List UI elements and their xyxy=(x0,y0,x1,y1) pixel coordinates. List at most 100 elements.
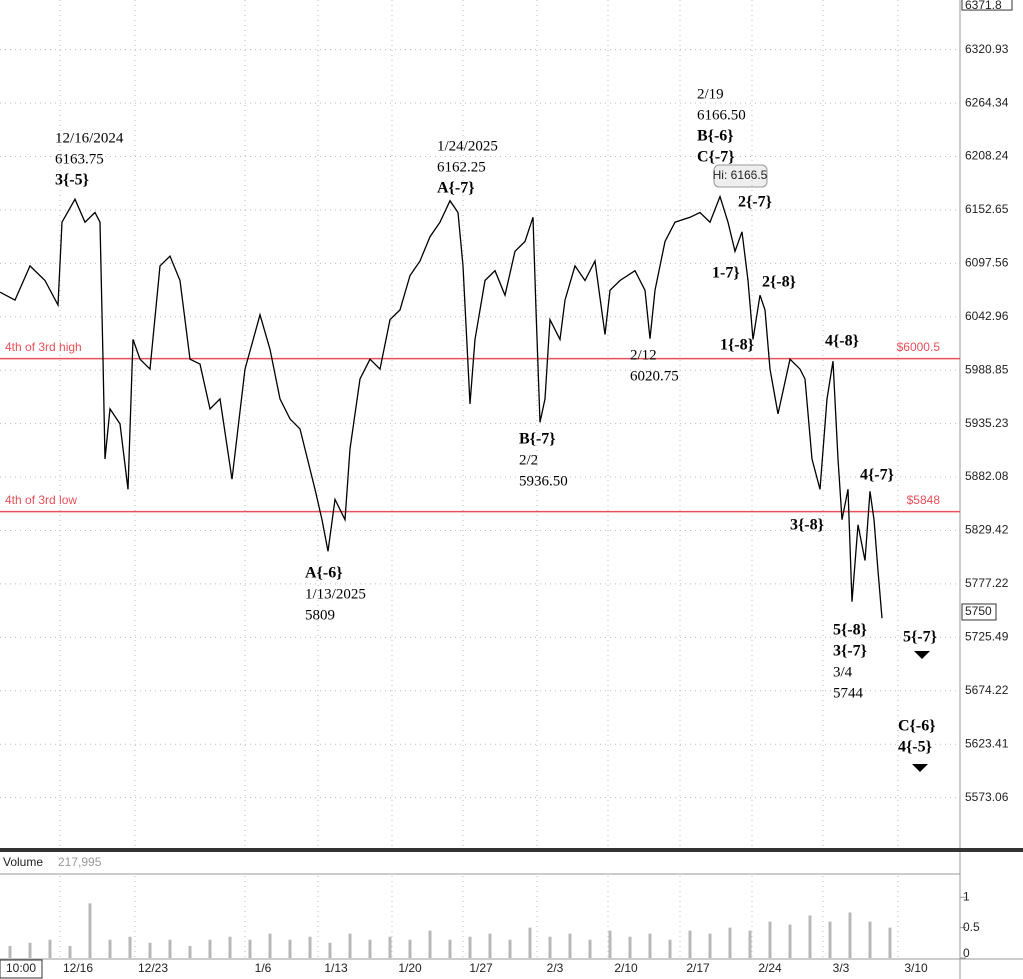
volume-bar xyxy=(768,921,772,958)
volume-bar xyxy=(788,924,792,958)
target-marker xyxy=(912,764,928,772)
volume-bar xyxy=(8,945,12,958)
annotation: 1/24/2025 xyxy=(437,138,498,154)
volume-bar xyxy=(168,939,172,958)
volume-bar xyxy=(808,915,812,958)
y-tick-label: 5829.42 xyxy=(965,523,1009,537)
annotation: 3{-7} xyxy=(833,643,867,660)
volume-bar xyxy=(468,936,472,958)
volume-bar xyxy=(448,939,452,958)
volume-bar xyxy=(188,945,192,958)
annotation: C{-7} xyxy=(697,149,735,166)
y-tick-label: 5623.41 xyxy=(965,736,1009,750)
volume-bar xyxy=(108,939,112,958)
annotation: A{-7} xyxy=(437,180,475,197)
volume-bar xyxy=(288,939,292,958)
x-tick-label: 3/10 xyxy=(904,961,928,975)
volume-bar xyxy=(88,903,92,958)
annotation: 1-7} xyxy=(712,265,740,282)
y-tick-label: 5935.23 xyxy=(965,416,1009,430)
annotation: 5{-7} xyxy=(903,629,937,646)
y-tick-label: 5725.49 xyxy=(965,630,1009,644)
y-tick-label: 6152.65 xyxy=(965,202,1009,216)
volume-bar xyxy=(888,927,892,958)
annotation: 5936.50 xyxy=(519,473,568,489)
annotation: 6162.25 xyxy=(437,159,486,175)
volume-bar xyxy=(368,939,372,958)
tooltip: Hi: 6166.5 xyxy=(713,168,768,182)
level-label: 4th of 3rd low xyxy=(5,493,77,507)
level-value-label: $6000.5 xyxy=(897,340,941,354)
volume-bar xyxy=(308,936,312,958)
volume-bar xyxy=(568,933,572,958)
volume-bar xyxy=(388,936,392,958)
volume-bar xyxy=(868,921,872,958)
volume-bar xyxy=(628,936,632,958)
annotation: 2{-7} xyxy=(738,194,772,211)
cursor-box xyxy=(0,959,43,979)
volume-tick-label: 0.5 xyxy=(963,920,980,934)
annotation: 3{-8} xyxy=(790,517,824,534)
x-tick-label: 2/24 xyxy=(758,961,782,975)
annotation: 4{-8} xyxy=(825,333,859,350)
volume-bar xyxy=(328,942,332,958)
y-tick-label: 6371.8 xyxy=(965,0,1002,12)
y-tick-label: 6264.34 xyxy=(965,95,1009,109)
x-tick-label: 12/23 xyxy=(138,961,168,975)
y-tick-label: 5674.22 xyxy=(965,683,1009,697)
y-tick-label: 6208.24 xyxy=(965,149,1009,163)
volume-bar xyxy=(48,939,52,958)
annotation: A{-6} xyxy=(305,565,343,582)
volume-bar xyxy=(28,942,32,958)
volume-bar xyxy=(588,939,592,958)
annotation: C{-6} xyxy=(898,718,936,735)
annotation: 6166.50 xyxy=(697,107,746,123)
annotation: B{-7} xyxy=(519,431,556,448)
last-price-label: 5750 xyxy=(965,604,992,618)
volume-bar xyxy=(668,939,672,958)
volume-bar xyxy=(548,936,552,958)
volume-bar xyxy=(148,942,152,958)
volume-bar xyxy=(648,933,652,958)
x-tick-label: 12/16 xyxy=(63,961,93,975)
volume-bar xyxy=(208,939,212,958)
annotation: 2/19 xyxy=(697,86,724,102)
x-tick-label: 1/27 xyxy=(469,961,493,975)
annotation: B{-6} xyxy=(697,128,734,145)
x-tick-label: 3/3 xyxy=(833,961,850,975)
x-tick-label: 2/10 xyxy=(614,961,638,975)
volume-bar xyxy=(528,927,532,958)
x-tick-label: 1/6 xyxy=(255,961,272,975)
level-value-label: $5848 xyxy=(907,493,941,507)
annotation: 4{-5} xyxy=(898,739,932,756)
volume-bar xyxy=(608,930,612,958)
annotation: 5{-8} xyxy=(833,622,867,639)
volume-tick-label: 0 xyxy=(963,946,970,960)
x-tick-label: 1/20 xyxy=(398,961,422,975)
volume-bar xyxy=(128,936,132,958)
volume-bar xyxy=(488,933,492,958)
y-tick-label: 6042.96 xyxy=(965,309,1009,323)
annotation: 6163.75 xyxy=(55,151,104,167)
y-tick-label: 5882.08 xyxy=(965,469,1009,483)
price-line xyxy=(0,194,883,619)
tooltip-box xyxy=(713,164,768,188)
x-tick-label: 1/13 xyxy=(324,961,348,975)
volume-bar xyxy=(408,939,412,958)
x-tick-label: 2/17 xyxy=(686,961,710,975)
volume-bar xyxy=(688,930,692,958)
cursor-time: 10:00 xyxy=(6,961,36,975)
annotation: 1/13/2025 xyxy=(305,586,366,602)
y-tick-label: 5988.85 xyxy=(965,362,1009,376)
annotation: 5809 xyxy=(305,607,335,623)
target-marker xyxy=(914,651,930,659)
volume-bar xyxy=(428,930,432,958)
volume-bar xyxy=(248,939,252,958)
volume-bar xyxy=(268,933,272,958)
annotation: 2/2 xyxy=(519,452,538,468)
volume-bar xyxy=(68,945,72,958)
annotation: 3/4 xyxy=(833,664,853,680)
